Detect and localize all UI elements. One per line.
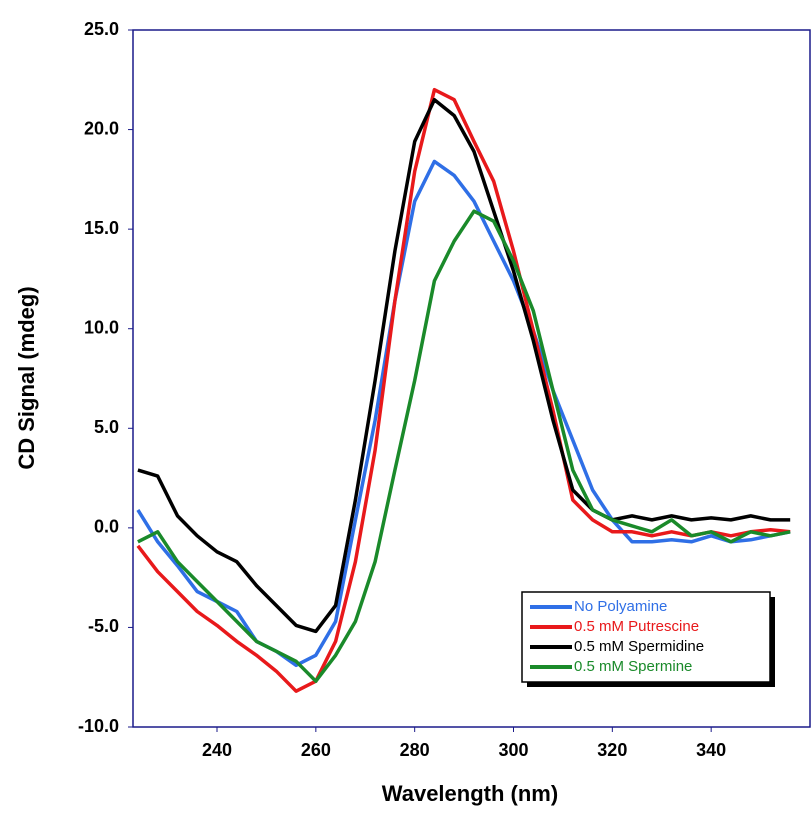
legend-label: 0.5 mM Putrescine [574, 618, 699, 635]
x-tick-label: 280 [400, 740, 430, 760]
x-tick-label: 300 [498, 740, 528, 760]
y-tick-label: -5.0 [88, 616, 119, 636]
y-tick-label: -10.0 [78, 716, 119, 736]
series-line [136, 87, 791, 693]
x-tick-label: 320 [597, 740, 627, 760]
plot-frame [132, 29, 811, 728]
x-axis-title: Wavelength (nm) [382, 781, 558, 806]
legend-label: No Polyamine [574, 598, 667, 615]
legend-label: 0.5 mM Spermine [574, 658, 692, 675]
y-tick-label: 5.0 [94, 417, 119, 437]
series-line [136, 159, 791, 668]
y-tick-label: 0.0 [94, 517, 119, 537]
plot-lines [136, 87, 791, 693]
legend-label: 0.5 mM Spermidine [574, 638, 704, 655]
y-tick-label: 25.0 [84, 19, 119, 39]
series-line [137, 97, 791, 634]
y-axis-title: CD Signal (mdeg) [14, 286, 39, 469]
series-line [137, 209, 791, 683]
x-tick-label: 340 [696, 740, 726, 760]
y-tick-label: 15.0 [84, 218, 119, 238]
y-tick-label: 20.0 [84, 118, 119, 138]
y-tick-label: 10.0 [84, 317, 119, 337]
x-tick-label: 260 [301, 740, 331, 760]
x-tick-label: 240 [202, 740, 232, 760]
